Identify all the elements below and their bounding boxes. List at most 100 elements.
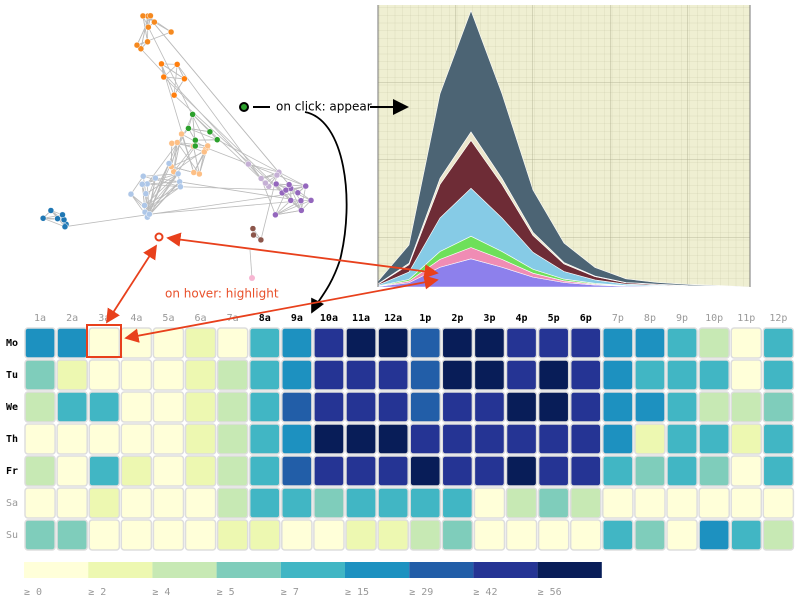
- heat-cell[interactable]: [409, 487, 442, 519]
- graph-node[interactable]: [213, 136, 221, 143]
- heat-cell[interactable]: [248, 455, 281, 487]
- heat-cell[interactable]: [120, 391, 153, 423]
- heat-cell[interactable]: [698, 423, 730, 455]
- heat-cell[interactable]: [56, 487, 88, 519]
- heat-cell[interactable]: [730, 423, 763, 455]
- heat-cell[interactable]: [537, 359, 570, 391]
- graph-node[interactable]: [160, 73, 168, 81]
- heat-cell[interactable]: [730, 455, 763, 487]
- graph-node-selected[interactable]: [239, 102, 249, 112]
- heat-cell[interactable]: [152, 359, 185, 391]
- heat-cell[interactable]: [473, 487, 506, 519]
- heat-cell[interactable]: [313, 487, 345, 519]
- heat-cell[interactable]: [666, 327, 698, 359]
- heat-cell[interactable]: [537, 455, 570, 487]
- graph-node[interactable]: [257, 236, 265, 244]
- heat-cell[interactable]: [537, 519, 570, 551]
- graph-node[interactable]: [174, 170, 182, 178]
- heat-cell[interactable]: [602, 423, 634, 455]
- heat-cell[interactable]: [281, 327, 313, 359]
- heat-cell[interactable]: [88, 327, 121, 359]
- heat-cell[interactable]: [569, 391, 602, 423]
- heat-cell[interactable]: [248, 327, 281, 359]
- heat-cell[interactable]: [24, 519, 56, 551]
- heat-cell[interactable]: [634, 487, 666, 519]
- heat-cell[interactable]: [537, 327, 570, 359]
- heat-cell[interactable]: [762, 359, 795, 391]
- graph-node[interactable]: [245, 160, 252, 168]
- heat-cell[interactable]: [248, 519, 281, 551]
- heat-cell[interactable]: [537, 391, 570, 423]
- heat-cell[interactable]: [602, 359, 634, 391]
- heat-cell[interactable]: [569, 519, 602, 551]
- heat-cell[interactable]: [473, 391, 506, 423]
- heat-cell[interactable]: [409, 391, 442, 423]
- heat-cell[interactable]: [602, 327, 634, 359]
- heat-cell[interactable]: [473, 327, 506, 359]
- graph-node[interactable]: [140, 172, 147, 180]
- heat-cell[interactable]: [88, 359, 121, 391]
- graph-node[interactable]: [139, 12, 147, 20]
- graph-node[interactable]: [273, 171, 281, 179]
- heat-cell[interactable]: [281, 423, 313, 455]
- graph-node[interactable]: [302, 182, 309, 190]
- heat-cell[interactable]: [698, 391, 730, 423]
- heat-cell[interactable]: [216, 455, 249, 487]
- heat-cell[interactable]: [152, 423, 185, 455]
- heat-cell[interactable]: [120, 455, 153, 487]
- heat-cell[interactable]: [216, 359, 249, 391]
- graph-node[interactable]: [59, 211, 66, 219]
- heat-cell[interactable]: [24, 359, 56, 391]
- heat-cell[interactable]: [666, 359, 698, 391]
- heat-cell[interactable]: [120, 423, 153, 455]
- graph-node[interactable]: [139, 181, 146, 188]
- heat-cell[interactable]: [24, 423, 56, 455]
- heat-cell[interactable]: [569, 455, 602, 487]
- heat-cell[interactable]: [281, 455, 313, 487]
- heat-cell[interactable]: [377, 391, 409, 423]
- heat-cell[interactable]: [216, 327, 249, 359]
- graph-node[interactable]: [285, 181, 293, 188]
- heat-cell[interactable]: [88, 455, 121, 487]
- heat-cell[interactable]: [762, 519, 795, 551]
- heat-cell[interactable]: [216, 423, 249, 455]
- heat-cell[interactable]: [377, 455, 409, 487]
- heat-cell[interactable]: [56, 423, 88, 455]
- heat-cell[interactable]: [345, 327, 377, 359]
- heat-cell[interactable]: [505, 519, 538, 551]
- heat-cell[interactable]: [634, 519, 666, 551]
- heat-cell[interactable]: [184, 487, 217, 519]
- heat-cell[interactable]: [698, 487, 730, 519]
- heat-cell[interactable]: [152, 519, 185, 551]
- heat-cell[interactable]: [216, 487, 249, 519]
- heat-cell[interactable]: [666, 455, 698, 487]
- heat-cell[interactable]: [120, 487, 153, 519]
- heat-cell[interactable]: [184, 359, 217, 391]
- graph-node-hovered[interactable]: [154, 232, 164, 242]
- heat-cell[interactable]: [666, 519, 698, 551]
- heat-cell[interactable]: [184, 423, 217, 455]
- graph-node[interactable]: [257, 175, 265, 182]
- heat-cell[interactable]: [666, 487, 698, 519]
- heat-cell[interactable]: [602, 391, 634, 423]
- graph-node[interactable]: [133, 41, 141, 49]
- graph-node[interactable]: [173, 139, 181, 146]
- graph-node[interactable]: [307, 197, 315, 204]
- heat-cell[interactable]: [634, 423, 666, 455]
- heat-cell[interactable]: [473, 455, 506, 487]
- graph-node[interactable]: [165, 160, 173, 167]
- graph-node[interactable]: [185, 125, 192, 132]
- heat-cell[interactable]: [634, 455, 666, 487]
- graph-node[interactable]: [201, 148, 208, 156]
- heat-cell[interactable]: [184, 327, 217, 359]
- heat-cell[interactable]: [184, 519, 217, 551]
- heat-cell[interactable]: [537, 423, 570, 455]
- graph-node[interactable]: [272, 211, 279, 219]
- heat-cell[interactable]: [537, 487, 570, 519]
- heat-cell[interactable]: [409, 359, 442, 391]
- heat-cell[interactable]: [345, 487, 377, 519]
- graph-node[interactable]: [298, 207, 305, 214]
- heat-cell[interactable]: [569, 423, 602, 455]
- heat-cell[interactable]: [152, 391, 185, 423]
- heat-cell[interactable]: [377, 423, 409, 455]
